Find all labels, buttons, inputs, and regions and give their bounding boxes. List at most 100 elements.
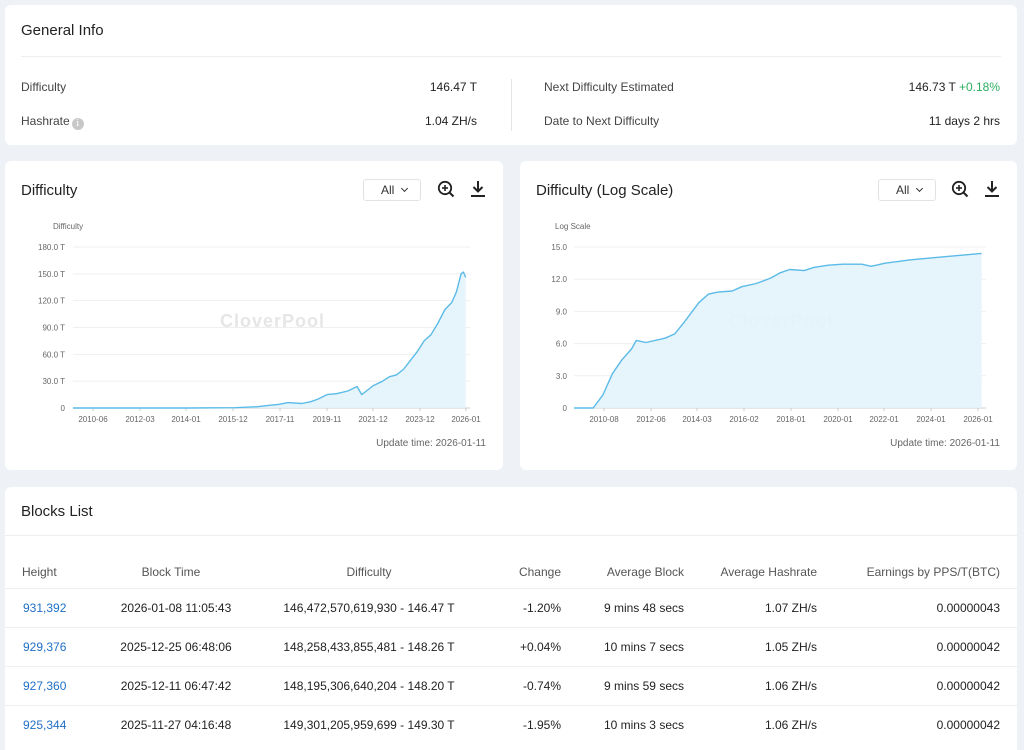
block-average-time: 10 mins 3 secs xyxy=(603,718,684,732)
y-tick-label: 0 xyxy=(61,404,66,413)
block-average-hashrate: 1.07 ZH/s xyxy=(764,601,817,615)
block-height-link[interactable]: 931,392 xyxy=(23,601,67,615)
blocks-list-card: Blocks List Height Block Time Difficulty… xyxy=(5,487,1017,750)
block-change: -1.95% xyxy=(522,718,561,732)
x-tick-label: 2010-06 xyxy=(78,415,108,424)
col-header-earnings: Earnings by PPS/T(BTC) xyxy=(866,565,1000,579)
y-tick-label: 9.0 xyxy=(556,307,568,316)
hashrate-value: 1.04 ZH/s xyxy=(424,114,477,128)
x-tick-label: 2014-01 xyxy=(171,415,201,424)
block-height-link[interactable]: 925,344 xyxy=(23,718,67,732)
x-tick-label: 2023-12 xyxy=(405,415,435,424)
difficulty-log-chart-card: Difficulty (Log Scale) All Log Scale 0 3.0… xyxy=(520,161,1017,470)
difficulty-label: Difficulty xyxy=(21,80,67,94)
x-tick-label: 2026-01 xyxy=(451,415,481,424)
x-tick-label: 2017-11 xyxy=(266,415,295,424)
x-tick-label: 2024-01 xyxy=(916,415,946,424)
difficulty-area xyxy=(73,272,466,408)
block-change: +0.04% xyxy=(519,640,561,654)
table-row[interactable]: 925,344 2025-11-27 04:16:48 149,301,205,95… xyxy=(5,705,1017,744)
difficulty-log-chart-title: Difficulty (Log Scale) xyxy=(536,182,674,199)
y-tick-label: 120.0 T xyxy=(38,297,65,306)
next-difficulty-change: +0.18% xyxy=(958,80,1000,94)
x-tick-label: 2020-01 xyxy=(823,415,853,424)
block-height-link[interactable]: 929,376 xyxy=(23,640,67,654)
difficulty-line xyxy=(73,271,467,409)
next-difficulty-value: 146.73 T +0.18% xyxy=(785,80,1000,94)
x-tick-label: 2012-03 xyxy=(125,415,155,424)
difficulty-chart-card: Difficulty All Difficulty 0 30.0 T 60.0 T 90… xyxy=(5,161,503,470)
range-select-value: All xyxy=(381,183,395,197)
divider xyxy=(21,56,1001,57)
block-average-hashrate: 1.06 ZH/s xyxy=(764,679,817,693)
hashrate-label: Hashrate i xyxy=(21,114,84,130)
block-earnings: 0.00000042 xyxy=(936,718,1000,732)
date-to-next-label: Date to Next Difficulty xyxy=(544,114,660,128)
x-tick-label: 2021-12 xyxy=(358,415,388,424)
info-icon[interactable]: i xyxy=(71,118,84,130)
general-info-card: General Info Difficulty 146.47 T Hashrat… xyxy=(5,5,1017,145)
blocks-list-title: Blocks List xyxy=(21,503,93,520)
x-tick-label: 2012-06 xyxy=(636,415,666,424)
date-to-next-value: 11 days 2 hrs xyxy=(928,114,1000,128)
block-difficulty: 149,301,205,959,699 - 149.30 T xyxy=(283,718,455,732)
x-tick-label: 2015-12 xyxy=(218,415,248,424)
block-difficulty: 148,258,433,855,481 - 148.26 T xyxy=(283,640,455,654)
y-tick-label: 90.0 T xyxy=(42,324,65,333)
difficulty-chart[interactable]: Difficulty 0 30.0 T 60.0 T 90.0 T 120.0 T 150.… xyxy=(5,161,503,470)
table-row[interactable]: 931,392 2026-01-08 11:05:43 146,472,570,61… xyxy=(5,588,1017,627)
col-header-difficulty: Difficulty xyxy=(346,565,392,579)
difficulty-value: 146.47 T xyxy=(429,80,477,94)
col-header-average-hashrate: Average Hashrate xyxy=(720,565,817,579)
block-earnings: 0.00000042 xyxy=(936,640,1000,654)
block-difficulty: 146,472,570,619,930 - 146.47 T xyxy=(283,601,455,615)
block-average-hashrate: 1.05 ZH/s xyxy=(764,640,817,654)
y-tick-label: 3.0 xyxy=(556,372,568,381)
block-change: -0.74% xyxy=(522,679,561,693)
block-average-hashrate: 1.06 ZH/s xyxy=(764,718,817,732)
block-average-time: 10 mins 7 secs xyxy=(603,640,684,654)
difficulty-line xyxy=(574,252,982,409)
col-header-height: Height xyxy=(22,565,57,579)
general-info-title: General Info xyxy=(21,22,104,39)
zoom-in-icon[interactable] xyxy=(950,179,970,199)
x-tick-label: 2016-02 xyxy=(729,415,759,424)
download-icon[interactable] xyxy=(982,179,1002,199)
block-average-time: 9 mins 59 secs xyxy=(603,679,684,693)
hashrate-label-text: Hashrate xyxy=(21,114,70,128)
col-header-change: Change xyxy=(518,565,561,579)
y-tick-label: 15.0 xyxy=(551,243,567,252)
col-header-average-block: Average Block xyxy=(606,565,684,579)
y-tick-label: 6.0 xyxy=(556,340,568,349)
block-change: -1.20% xyxy=(522,601,561,615)
watermark: CloverPool xyxy=(220,311,325,331)
block-time: 2025-11-27 04:16:48 xyxy=(120,718,232,732)
difficulty-area xyxy=(574,253,982,408)
block-earnings: 0.00000043 xyxy=(936,601,1000,615)
y-tick-label: 60.0 T xyxy=(42,350,65,359)
block-average-time: 9 mins 48 secs xyxy=(603,601,684,615)
x-tick-label: 2014-03 xyxy=(682,415,712,424)
y-tick-label: 150.0 T xyxy=(38,270,65,279)
download-icon[interactable] xyxy=(468,179,488,199)
block-time: 2026-01-08 11:05:43 xyxy=(120,601,232,615)
block-height-link[interactable]: 927,360 xyxy=(23,679,67,693)
divider xyxy=(5,535,1017,536)
zoom-in-icon[interactable] xyxy=(436,179,456,199)
difficulty-log-range-select[interactable]: All xyxy=(878,179,936,201)
next-difficulty-label: Next Difficulty Estimated xyxy=(544,80,674,94)
difficulty-chart-title: Difficulty xyxy=(21,182,78,199)
y-axis-title: Difficulty xyxy=(53,222,83,231)
x-tick-label: 2026-01 xyxy=(963,415,993,424)
update-time: Update time: 2026-01-11 xyxy=(890,438,1000,449)
difficulty-log-chart[interactable]: Log Scale 0 3.0 6.0 9.0 12.0 15.0 2010-08 2012-0… xyxy=(520,161,1017,470)
table-row[interactable]: 929,376 2025-12-25 06:48:06 148,258,433,85… xyxy=(5,627,1017,666)
difficulty-range-select[interactable]: All xyxy=(363,179,421,201)
vertical-divider xyxy=(511,79,512,131)
block-earnings: 0.00000042 xyxy=(936,679,1000,693)
table-row[interactable]: 927,360 2025-12-11 06:47:42 148,195,306,64… xyxy=(5,666,1017,705)
y-tick-label: 0 xyxy=(563,404,568,413)
range-select-value: All xyxy=(896,183,910,197)
col-header-block-time: Block Time xyxy=(141,565,201,579)
block-difficulty: 148,195,306,640,204 - 148.20 T xyxy=(283,679,455,693)
